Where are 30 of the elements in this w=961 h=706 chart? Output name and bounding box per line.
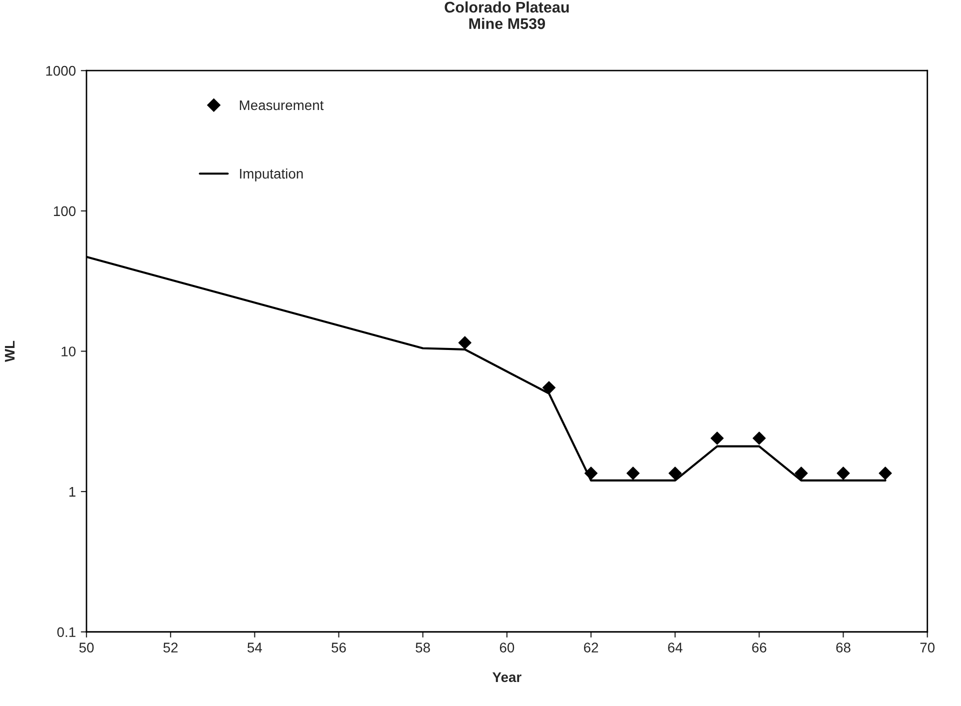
y-tick-label: 100 [54, 206, 76, 216]
point [794, 466, 808, 480]
x-tick-label: 68 [836, 642, 850, 652]
point [878, 466, 892, 480]
point [836, 466, 850, 480]
x-tick-label: 70 [920, 642, 935, 652]
x-tick-label: 52 [163, 642, 178, 652]
y-tick-label: 1 [69, 487, 76, 497]
point [710, 432, 724, 445]
y-tick-label: 1000 [46, 66, 76, 76]
x-tick-label: 58 [416, 642, 430, 652]
chart-title: Colorado Plateau Mine M539 [444, 1, 569, 30]
y-tick-label: 10 [62, 346, 76, 356]
point [542, 381, 556, 394]
x-tick-label: 54 [247, 642, 262, 652]
y-axis-title: WL [4, 340, 15, 362]
point [626, 466, 640, 480]
legend-label: Measurement [240, 100, 324, 110]
x-tick-label: 50 [79, 642, 94, 652]
x-tick-label: 62 [584, 642, 598, 652]
x-tick-label: 60 [500, 642, 514, 652]
point [668, 466, 682, 480]
x-axis-title: Year [492, 672, 522, 682]
x-tick-label: 56 [332, 642, 346, 652]
point [458, 336, 472, 350]
y-tick-label: 0.1 [57, 627, 76, 638]
x-tick-label: 64 [668, 642, 682, 652]
point [752, 432, 766, 445]
x-tick-label: 66 [752, 642, 766, 652]
legend-label: Imputation [240, 168, 303, 182]
